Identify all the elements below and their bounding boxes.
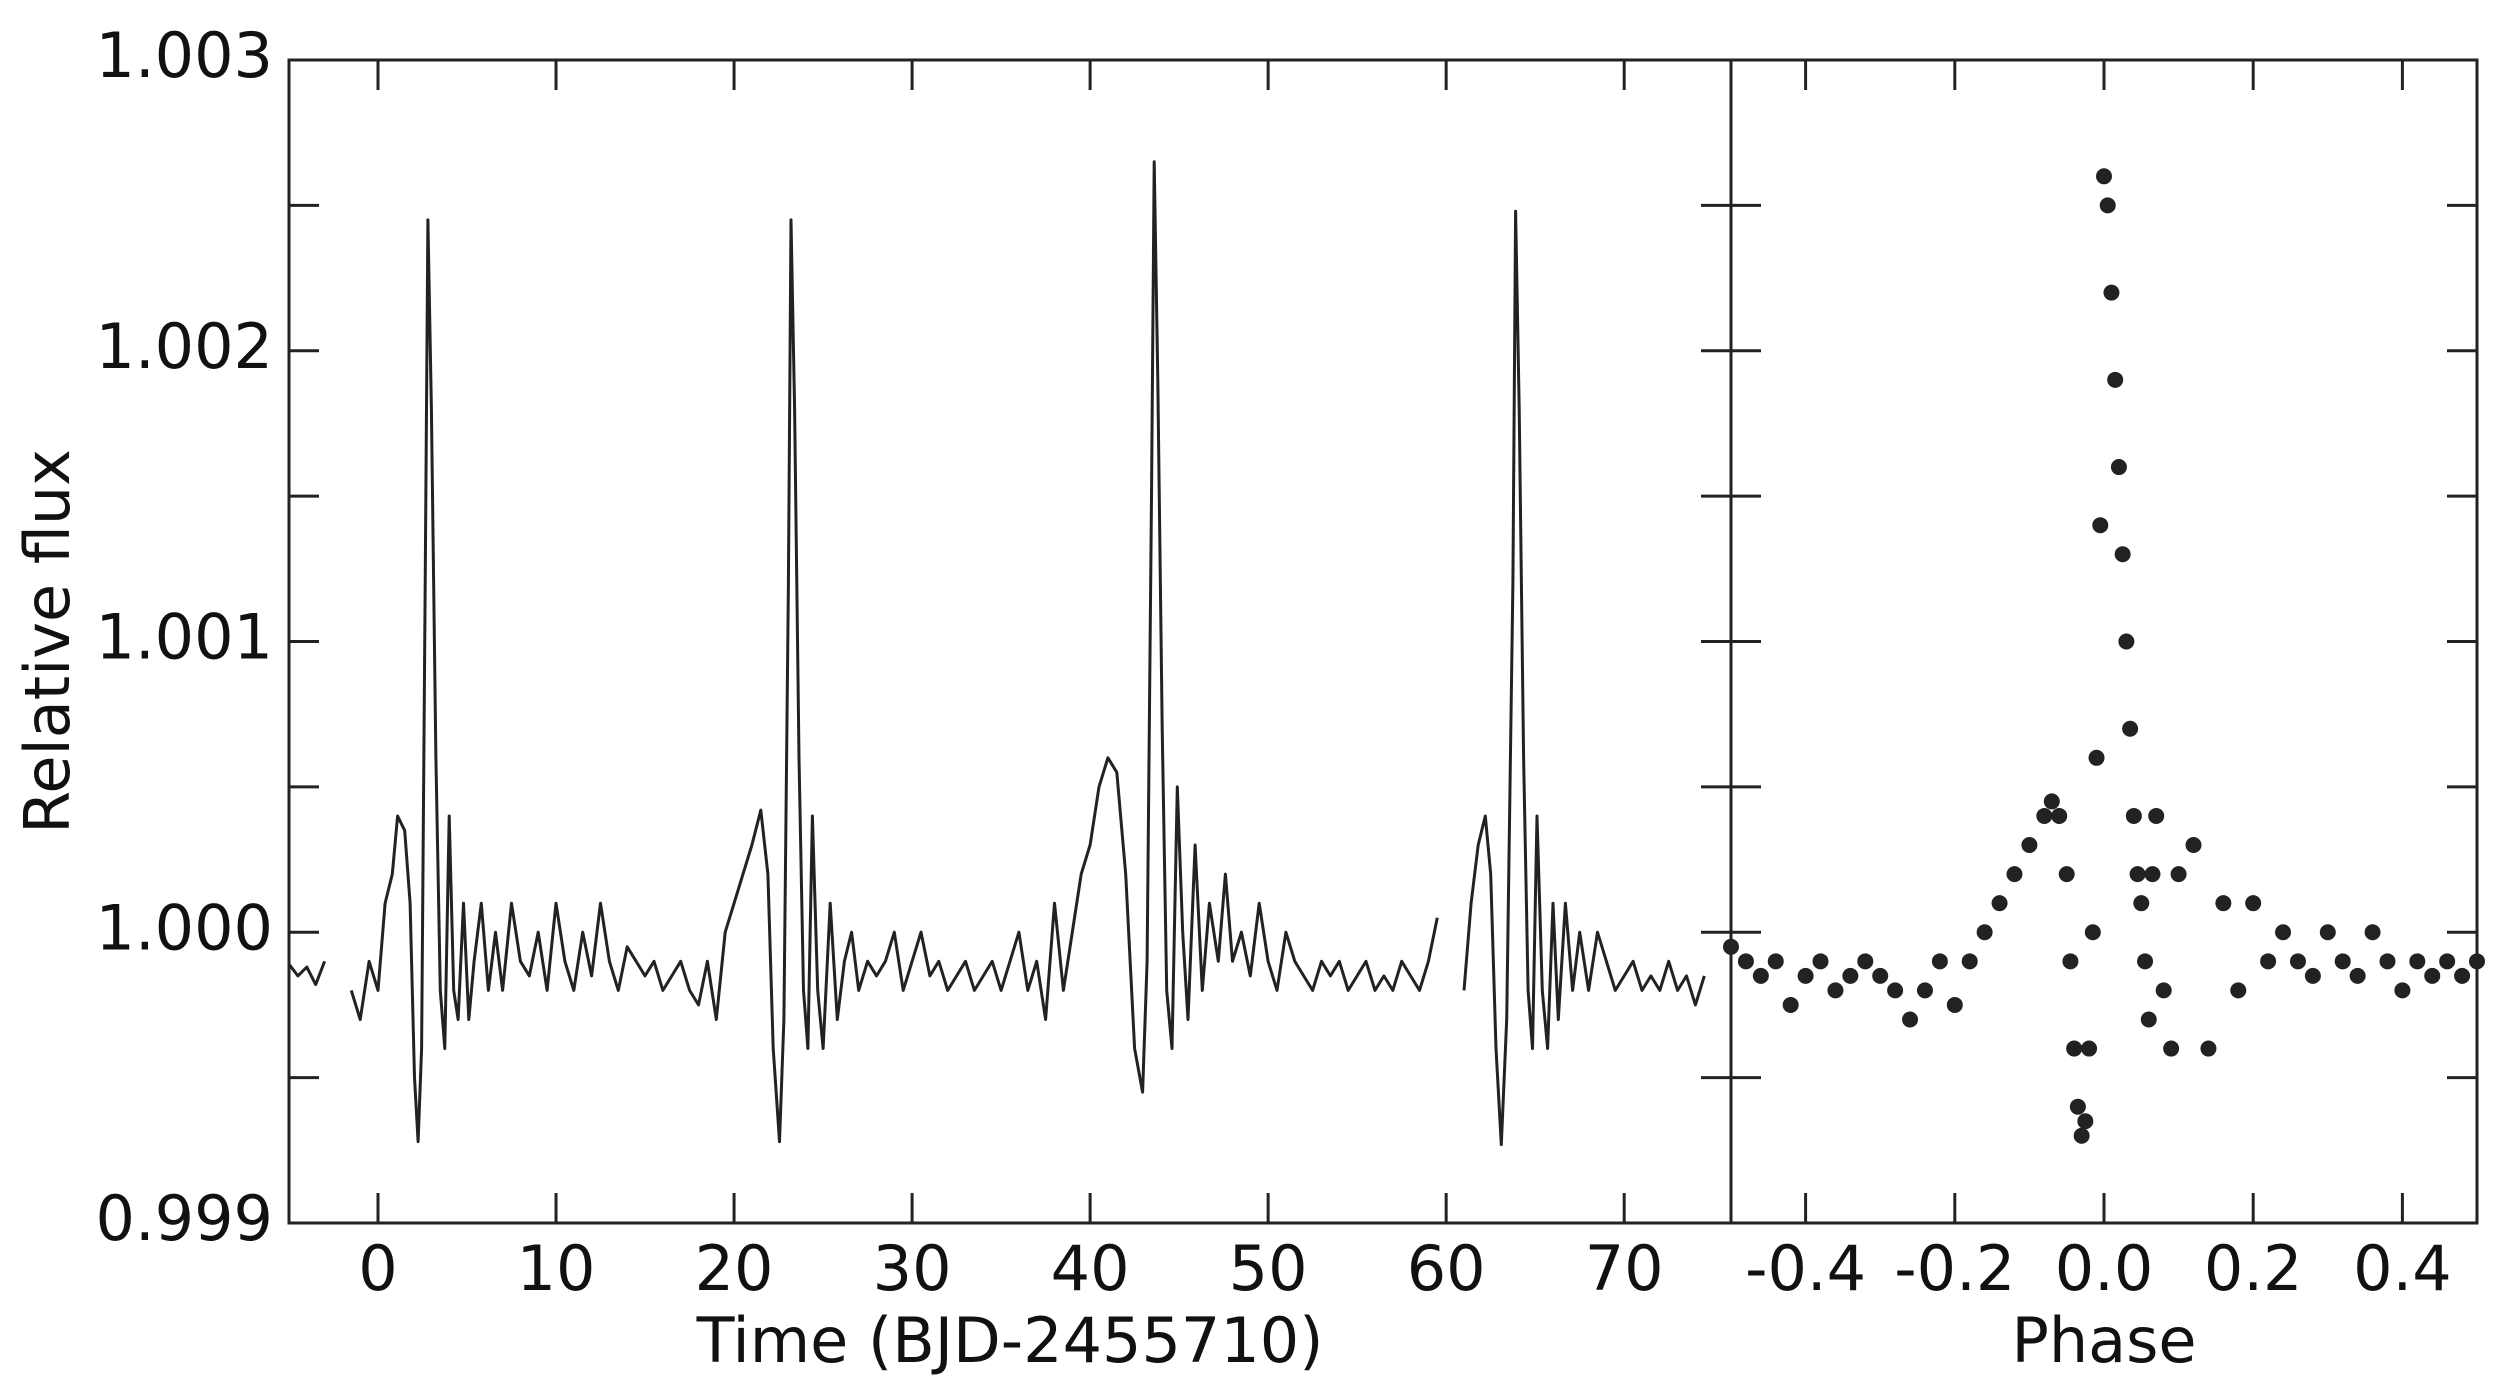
phase-point <box>2379 953 2396 970</box>
phase-point <box>2110 459 2127 476</box>
phase-point <box>2099 197 2116 214</box>
phase-point <box>1931 953 1948 970</box>
y-tick-label: 0.999 <box>96 1182 274 1255</box>
phase-point <box>2334 953 2351 970</box>
phase-point <box>2230 982 2247 999</box>
x-tick-label: 0.2 <box>2204 1232 2303 1305</box>
phase-point <box>2103 284 2120 301</box>
phase-point <box>2036 807 2053 824</box>
phase-point <box>1842 967 1859 984</box>
phase-point <box>2215 895 2232 912</box>
phase-point <box>2148 807 2165 824</box>
x-tick-label: 60 <box>1407 1232 1486 1305</box>
phase-point <box>1723 938 1739 955</box>
phase-point <box>2051 807 2068 824</box>
plot-frame <box>1729 58 2479 1225</box>
phase-point <box>1827 982 1844 999</box>
phase-point <box>2144 866 2161 883</box>
phase-point <box>2349 967 2366 984</box>
phase-point <box>2114 546 2131 563</box>
phase-point <box>2021 837 2038 854</box>
phase-point <box>2439 953 2456 970</box>
y-tick-label: 1.000 <box>96 891 274 964</box>
phase-point <box>2137 953 2154 970</box>
phase-point <box>2107 371 2124 388</box>
phase-point <box>1752 967 1769 984</box>
phase-point <box>2069 1098 2086 1115</box>
x-tick-label: 20 <box>695 1232 774 1305</box>
x-tick-label: 30 <box>873 1232 952 1305</box>
phase-point <box>2096 168 2112 185</box>
phase-point <box>2006 866 2023 883</box>
phase-point <box>2304 967 2321 984</box>
x-tick-label: -0.2 <box>1894 1232 2015 1305</box>
phase-point <box>2454 967 2471 984</box>
x-tick-label: 0.4 <box>2353 1232 2452 1305</box>
x-tick-label: 0 <box>358 1232 397 1305</box>
phase-point <box>2275 924 2292 941</box>
phase-point <box>1991 895 2008 912</box>
phase-point <box>1916 982 1933 999</box>
x-tick-label: 10 <box>517 1232 596 1305</box>
phase-point <box>1902 1011 1919 1028</box>
phase-point <box>2084 924 2101 941</box>
phase-point <box>1976 924 1993 941</box>
light-curve <box>287 160 1706 1146</box>
x-axis-label: Time (BJD-2455710) <box>696 1304 1324 1377</box>
phase-point <box>2062 953 2079 970</box>
phase-point <box>1946 996 1963 1013</box>
phase-point <box>2469 953 2485 970</box>
phase-point <box>1797 967 1814 984</box>
phase-point <box>2077 1113 2094 1130</box>
phase-point <box>2043 793 2060 810</box>
x-tick-label: -0.4 <box>1745 1232 1866 1305</box>
phase-point <box>2092 517 2109 534</box>
phase-point <box>2319 924 2336 941</box>
phase-point <box>2118 633 2135 650</box>
phase-point <box>1812 953 1829 970</box>
phase-point <box>1857 953 1874 970</box>
phase-point <box>2170 866 2187 883</box>
x-tick-label: 70 <box>1585 1232 1664 1305</box>
y-tick-label: 1.001 <box>96 601 274 674</box>
phase-point <box>2140 1011 2157 1028</box>
x-tick-label: 0.0 <box>2055 1232 2154 1305</box>
phase-point <box>2125 807 2142 824</box>
phase-point <box>2081 1040 2098 1057</box>
phase-point <box>1872 967 1889 984</box>
phase-point <box>2163 1040 2180 1057</box>
phase-point <box>2394 982 2411 999</box>
phase-point <box>1737 953 1754 970</box>
phase-point <box>1782 996 1799 1013</box>
phase-point <box>2424 967 2441 984</box>
x-axis-label: Phase <box>2011 1304 2196 1377</box>
x-tick-label: 40 <box>1051 1232 1130 1305</box>
phase-point <box>2058 866 2075 883</box>
phase-point <box>1961 953 1978 970</box>
phase-point <box>2289 953 2306 970</box>
phase-point <box>2129 866 2146 883</box>
phase-point <box>2364 924 2381 941</box>
phase-point <box>2122 720 2139 737</box>
phase-point <box>1767 953 1784 970</box>
y-axis-label: Relative flux <box>11 449 84 834</box>
phase-point <box>2088 749 2105 766</box>
y-tick-label: 1.003 <box>96 19 274 92</box>
phase-point <box>2185 837 2202 854</box>
y-tick-label: 1.002 <box>96 310 274 383</box>
x-tick-label: 50 <box>1229 1232 1308 1305</box>
phase-point <box>2073 1127 2090 1144</box>
phase-point <box>2409 953 2426 970</box>
phase-point <box>2133 895 2150 912</box>
phase-point <box>2155 982 2172 999</box>
phase-point <box>2066 1040 2083 1057</box>
phase-point <box>2245 895 2262 912</box>
phase-point <box>2200 1040 2217 1057</box>
phase-point <box>1887 982 1904 999</box>
phase-point <box>2260 953 2277 970</box>
